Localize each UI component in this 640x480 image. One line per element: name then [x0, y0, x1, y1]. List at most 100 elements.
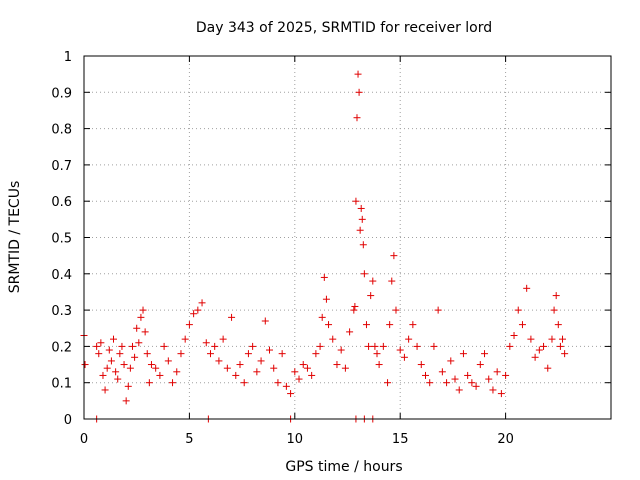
data-point — [510, 332, 518, 340]
data-point — [131, 353, 139, 361]
data-point — [253, 368, 261, 376]
data-point — [447, 357, 455, 365]
data-point — [160, 342, 168, 350]
data-point — [244, 350, 252, 358]
data-point — [544, 364, 552, 372]
data-point — [295, 375, 303, 383]
data-point — [206, 350, 214, 358]
data-point — [303, 364, 311, 372]
data-point — [316, 342, 324, 350]
data-point — [116, 350, 124, 358]
data-point — [95, 350, 103, 358]
data-point — [198, 299, 206, 307]
data-point — [118, 342, 126, 350]
data-point — [145, 379, 153, 387]
y-tick-label: 0 — [64, 413, 72, 428]
data-point — [101, 386, 109, 394]
chart-title: Day 343 of 2025, SRMTID for receiver lor… — [196, 20, 492, 36]
data-point — [481, 350, 489, 358]
data-point — [103, 364, 111, 372]
y-tick-label: 0.7 — [51, 159, 72, 174]
points-layer — [80, 70, 569, 423]
data-point — [112, 368, 120, 376]
data-point — [355, 88, 363, 96]
data-point — [523, 284, 531, 292]
data-point — [527, 335, 535, 343]
data-point — [351, 302, 359, 310]
y-tick-label: 0.9 — [51, 86, 72, 101]
data-point — [417, 361, 425, 369]
data-point — [287, 390, 295, 398]
data-point — [365, 342, 373, 350]
data-point — [105, 346, 113, 354]
data-point — [291, 368, 299, 376]
data-point — [312, 350, 320, 358]
data-point — [357, 204, 365, 212]
data-point — [177, 350, 185, 358]
data-point — [443, 379, 451, 387]
data-point — [379, 342, 387, 350]
x-tick-label: 15 — [392, 432, 409, 447]
data-point — [485, 375, 493, 383]
data-point — [375, 361, 383, 369]
data-point — [493, 368, 501, 376]
data-point — [352, 197, 360, 205]
data-point — [421, 371, 429, 379]
data-point — [346, 328, 354, 336]
data-point — [337, 346, 345, 354]
data-point — [137, 313, 145, 321]
data-point — [274, 379, 282, 387]
data-point — [502, 371, 510, 379]
data-point — [360, 270, 368, 278]
data-point — [459, 350, 467, 358]
data-point — [561, 350, 569, 358]
data-point — [413, 342, 421, 350]
data-point — [325, 321, 333, 329]
data-point — [152, 364, 160, 372]
y-tick-label: 0.4 — [51, 268, 72, 283]
data-point — [270, 364, 278, 372]
data-point — [223, 364, 231, 372]
data-point — [93, 342, 101, 350]
data-point — [373, 350, 381, 358]
data-point — [110, 335, 118, 343]
data-point — [518, 321, 526, 329]
data-point — [120, 361, 128, 369]
data-point — [215, 357, 223, 365]
data-point — [122, 397, 130, 405]
data-point — [434, 306, 442, 314]
data-point — [559, 335, 567, 343]
data-point — [455, 386, 463, 394]
data-point — [556, 342, 564, 350]
data-point — [128, 342, 136, 350]
data-point — [333, 361, 341, 369]
data-point — [261, 317, 269, 325]
data-point — [190, 310, 198, 318]
data-point — [550, 306, 558, 314]
data-point — [354, 70, 362, 78]
data-point — [341, 364, 349, 372]
data-point — [282, 382, 290, 390]
data-point — [173, 368, 181, 376]
data-point — [384, 379, 392, 387]
data-point — [322, 295, 330, 303]
data-point — [249, 342, 257, 350]
data-point — [143, 350, 151, 358]
data-point — [552, 292, 560, 300]
data-point — [236, 361, 244, 369]
data-point — [181, 335, 189, 343]
data-point — [468, 379, 476, 387]
data-point — [426, 379, 434, 387]
data-point — [257, 357, 265, 365]
data-point — [202, 339, 210, 347]
data-point — [430, 342, 438, 350]
data-point — [278, 350, 286, 358]
data-point — [232, 371, 240, 379]
data-point — [386, 321, 394, 329]
data-point — [438, 368, 446, 376]
data-point — [107, 357, 115, 365]
data-point — [392, 306, 400, 314]
data-point — [318, 313, 326, 321]
plot-frame — [83, 55, 612, 420]
